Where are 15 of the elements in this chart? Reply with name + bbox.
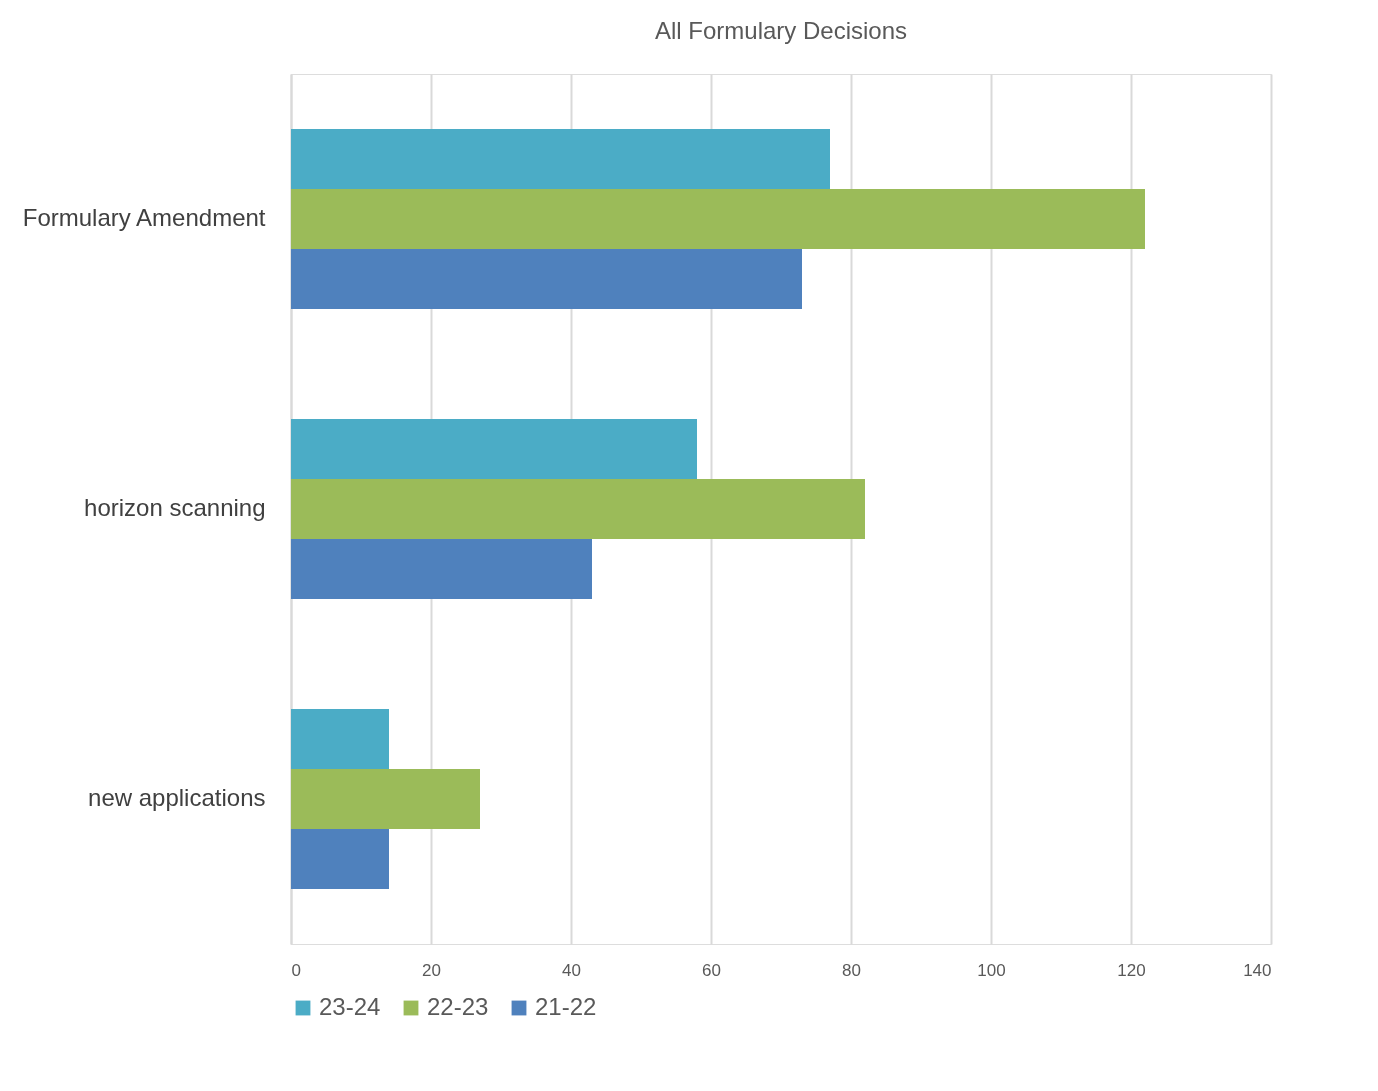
legend-label: 22-23 xyxy=(427,993,489,1020)
x-tick-label: 0 xyxy=(291,960,301,980)
x-tick-label: 120 xyxy=(1117,960,1146,980)
y-tick-label: Formulary Amendment xyxy=(22,204,266,231)
x-tick-label: 100 xyxy=(977,960,1006,980)
y-tick-label: new applications xyxy=(88,784,266,811)
chart-title: All Formulary Decisions xyxy=(654,17,908,44)
x-tick-label: 20 xyxy=(422,960,441,980)
x-tick-label: 60 xyxy=(702,960,721,980)
x-tick-label: 140 xyxy=(1243,960,1272,980)
x-tick-label: 80 xyxy=(842,960,861,980)
x-tick-label: 40 xyxy=(562,960,581,980)
legend-label: 23-24 xyxy=(319,993,381,1020)
legend-label: 21-22 xyxy=(535,993,597,1020)
y-tick-label: horizon scanning xyxy=(84,494,266,521)
